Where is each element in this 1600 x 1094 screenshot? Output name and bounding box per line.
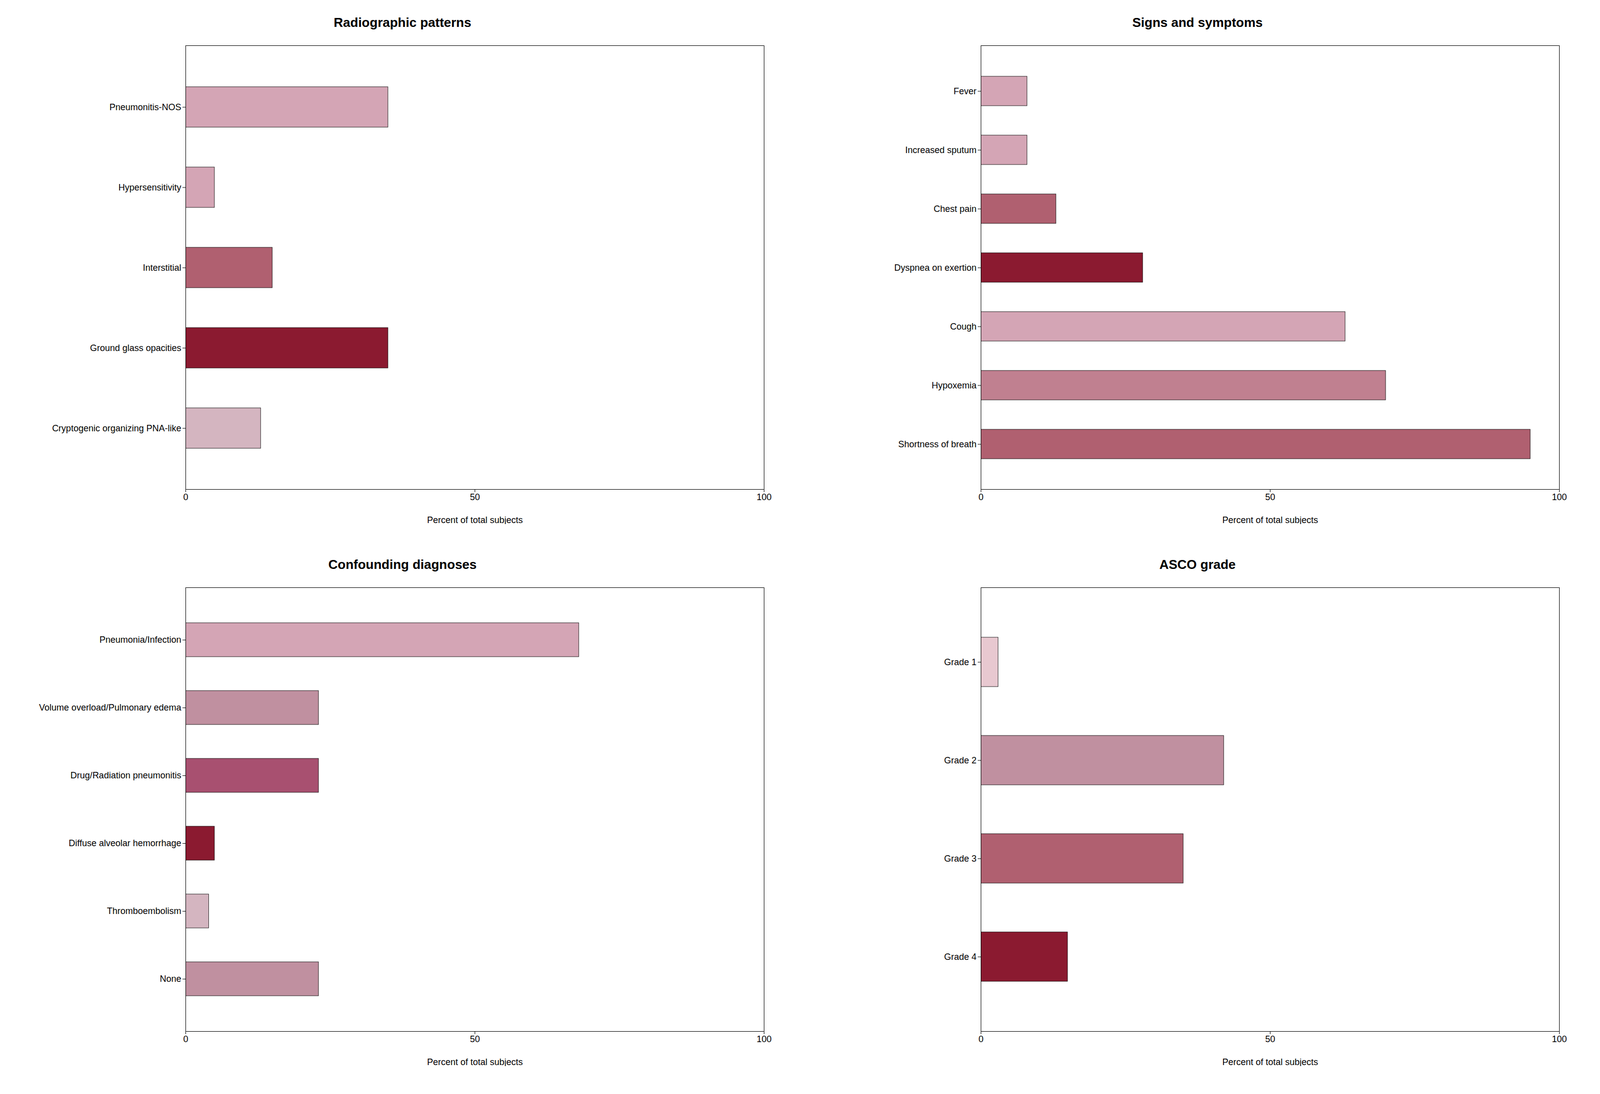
svg-text:Hypoxemia: Hypoxemia [931,380,977,391]
svg-text:Percent of total subjects: Percent of total subjects [427,515,524,525]
svg-text:Dyspnea on exertion: Dyspnea on exertion [893,262,977,273]
svg-text:50: 50 [470,1034,481,1045]
svg-text:0: 0 [978,1034,984,1045]
html-text:Confounding diagnoses: Confounding diagnoses [328,556,477,572]
svg-text:None: None [160,973,182,984]
html-text:ASCO grade: ASCO grade [1159,556,1236,572]
svg-text:Chest pain: Chest pain [933,203,977,214]
svg-text:Cryptogenic organizing PNA-lik: Cryptogenic organizing PNA-like [52,423,182,434]
svg-text:Volume overload/Pulmonary edem: Volume overload/Pulmonary edema [39,702,182,713]
svg-text:100: 100 [1551,1034,1567,1045]
svg-text:100: 100 [756,1034,772,1045]
svg-text:Grade 1: Grade 1 [943,657,977,668]
svg-text:Hypersensitivity: Hypersensitivity [118,182,182,193]
svg-text:Cough: Cough [949,321,977,332]
svg-text:Pneumonitis-NOS: Pneumonitis-NOS [109,102,182,113]
svg-text:100: 100 [1551,492,1567,503]
svg-text:Percent of total subjects: Percent of total subjects [427,1057,524,1067]
svg-text:Increased sputum: Increased sputum [904,145,977,156]
svg-text:Ground glass opacities: Ground glass opacities [90,343,182,354]
svg-text:0: 0 [978,492,984,503]
html-text:Radiographic patterns: Radiographic patterns [333,14,472,30]
svg-text:Interstitial: Interstitial [143,262,182,273]
svg-text:Thromboembolism: Thromboembolism [107,905,182,916]
svg-text:50: 50 [470,492,481,503]
svg-text:Percent of total subjects: Percent of total subjects [1222,1057,1318,1067]
svg-text:Pneumonia/Infection: Pneumonia/Infection [99,634,182,645]
svg-text:Grade 3: Grade 3 [943,853,977,864]
svg-text:0: 0 [183,1034,189,1045]
svg-text:Grade 4: Grade 4 [943,951,977,962]
svg-text:Drug/Radiation pneumonitis: Drug/Radiation pneumonitis [70,770,182,781]
svg-text:Fever: Fever [953,86,977,97]
svg-text:Grade 2: Grade 2 [943,755,977,766]
svg-text:0: 0 [183,492,189,503]
svg-text:50: 50 [1264,492,1275,503]
svg-text:Shortness of breath: Shortness of breath [897,439,977,450]
svg-text:Diffuse alveolar hemorrhage: Diffuse alveolar hemorrhage [68,838,182,849]
svg-text:50: 50 [1264,1034,1275,1045]
svg-text:Percent of total subjects: Percent of total subjects [1222,515,1318,525]
svg-text:100: 100 [756,492,772,503]
html-text:Signs and symptoms: Signs and symptoms [1132,14,1263,30]
